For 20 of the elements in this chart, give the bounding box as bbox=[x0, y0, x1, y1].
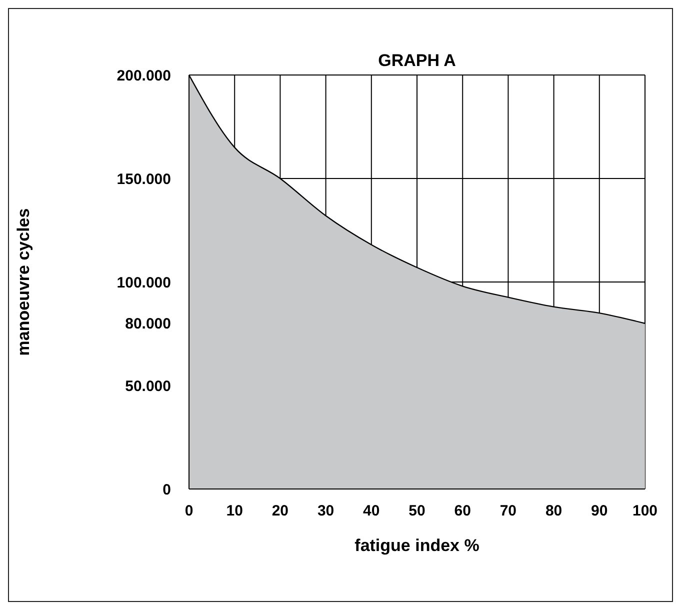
y-tick-label: 80.000 bbox=[125, 316, 171, 333]
x-axis-title: fatigue index % bbox=[354, 536, 480, 555]
chart-title: GRAPH A bbox=[377, 51, 457, 71]
y-tick-label: 150.000 bbox=[116, 170, 171, 188]
y-axis-title: manoeuvre cycles bbox=[14, 208, 34, 356]
x-tick-label: 90 bbox=[591, 502, 608, 520]
y-tick-label: 200.000 bbox=[116, 67, 171, 84]
x-tick-label: 10 bbox=[226, 502, 243, 520]
x-tick-label: 0 bbox=[184, 502, 194, 520]
x-tick-label: 40 bbox=[363, 502, 380, 520]
x-tick-label: 100 bbox=[632, 502, 658, 520]
y-tick-label: 100.000 bbox=[116, 274, 171, 292]
x-tick-label: 50 bbox=[408, 502, 426, 520]
x-tick-label: 70 bbox=[500, 502, 517, 520]
x-tick-label: 30 bbox=[317, 502, 334, 520]
x-tick-label: 60 bbox=[454, 502, 471, 520]
x-tick-label: 20 bbox=[272, 502, 289, 520]
y-tick-label: 50.000 bbox=[125, 378, 171, 395]
y-tick-label: 0 bbox=[162, 481, 171, 498]
x-tick-label: 80 bbox=[545, 502, 562, 520]
